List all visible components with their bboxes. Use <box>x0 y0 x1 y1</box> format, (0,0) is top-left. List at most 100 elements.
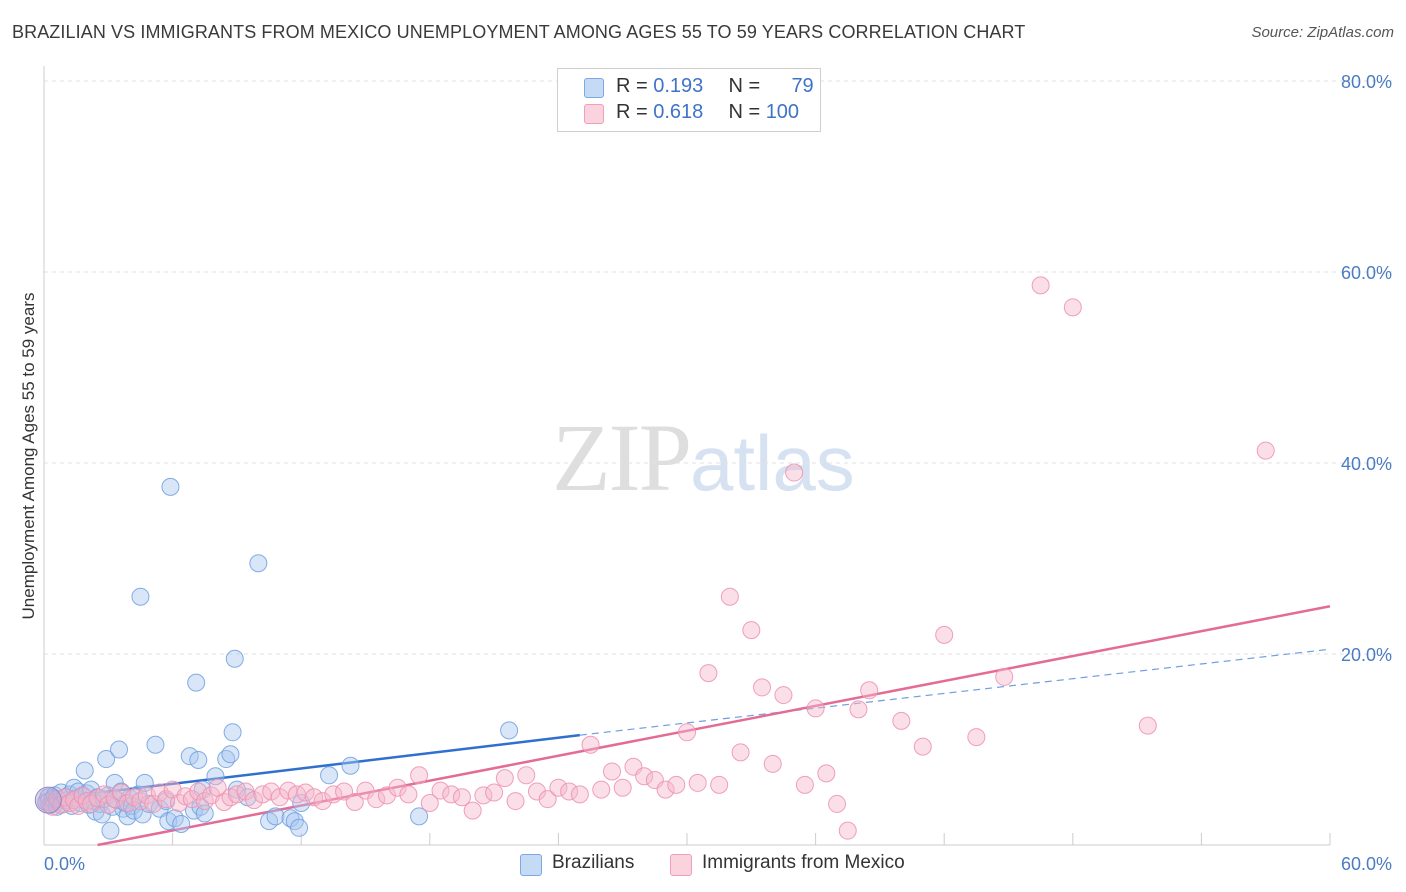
point-brazilians <box>266 807 285 826</box>
series-legend: Brazilians Immigrants from Mexico <box>0 852 1406 878</box>
point-mexico <box>388 778 407 797</box>
legend-n-label: N = <box>728 101 766 123</box>
legend-swatch-mexico <box>584 104 604 124</box>
point-mexico <box>495 769 514 788</box>
trend-line-brazilians-extended <box>579 648 1331 736</box>
x-tick-label: 60.0% <box>1341 854 1392 874</box>
point-mexico <box>720 587 739 606</box>
point-mexico <box>806 699 825 718</box>
point-mexico <box>431 781 450 800</box>
point-mexico <box>410 766 429 785</box>
point-mexico <box>442 785 461 804</box>
zipatlas-watermark: ZIPatlas <box>552 402 855 513</box>
point-mexico <box>345 793 364 812</box>
point-mexico <box>1138 716 1157 735</box>
point-mexico <box>570 785 589 804</box>
data-points <box>34 276 1275 840</box>
point-brazilians <box>225 649 244 668</box>
series-swatch-brazilians <box>520 854 542 876</box>
point-mexico <box>935 625 954 644</box>
legend-r-label: R = <box>616 101 654 123</box>
point-mexico <box>305 788 324 807</box>
point-mexico <box>506 792 525 811</box>
legend-r-value: 0.618 <box>653 101 704 123</box>
chart-title: BRAZILIAN VS IMMIGRANTS FROM MEXICO UNEM… <box>12 22 1026 42</box>
legend-swatch-brazilians <box>584 78 604 98</box>
point-mexico <box>817 764 836 783</box>
legend-n-value: 100 <box>765 101 800 123</box>
point-brazilians <box>75 761 94 780</box>
point-brazilians <box>97 750 116 769</box>
source-attribution: Source: ZipAtlas.com <box>1251 24 1394 41</box>
point-mexico <box>367 790 386 809</box>
point-mexico <box>592 780 611 799</box>
y-axis-title: Unemployment Among Ages 55 to 59 years <box>19 293 38 620</box>
point-mexico <box>688 773 707 792</box>
point-mexico <box>296 783 315 802</box>
series-label-brazilians: Brazilians <box>552 852 635 873</box>
point-brazilians <box>131 587 150 606</box>
y-tick-label: 40.0% <box>1341 454 1392 474</box>
point-mexico <box>710 775 729 794</box>
point-mexico <box>699 664 718 683</box>
point-mexico <box>892 711 911 730</box>
point-mexico <box>517 766 536 785</box>
point-mexico <box>399 785 418 804</box>
series-swatch-mexico <box>670 854 692 876</box>
point-brazilians <box>320 766 339 785</box>
point-mexico <box>313 792 332 811</box>
y-tick-label: 80.0% <box>1341 72 1392 92</box>
point-mexico <box>452 788 471 807</box>
point-mexico <box>913 737 932 756</box>
point-mexico <box>838 821 857 840</box>
point-brazilians <box>249 554 268 573</box>
series-label-mexico: Immigrants from Mexico <box>702 852 905 873</box>
point-mexico <box>324 785 343 804</box>
point-mexico <box>849 700 868 719</box>
point-brazilians <box>101 821 120 840</box>
point-brazilians <box>189 751 208 770</box>
point-mexico <box>527 782 546 801</box>
point-brazilians <box>500 721 519 740</box>
point-mexico <box>656 780 675 799</box>
point-mexico <box>995 667 1014 686</box>
point-brazilians <box>187 673 206 692</box>
grid-lines <box>44 80 1392 655</box>
point-mexico <box>742 621 761 640</box>
axis-labels: 20.0% 40.0% 60.0% 80.0% 0.0% 60.0% Unemploymen… <box>19 72 1392 874</box>
point-mexico <box>753 678 772 697</box>
point-brazilians <box>290 818 309 837</box>
point-mexico <box>763 754 782 773</box>
point-mexico <box>828 794 847 813</box>
point-cluster <box>34 786 62 814</box>
point-mexico <box>560 782 579 801</box>
point-brazilians <box>221 745 240 764</box>
point-mexico <box>538 790 557 809</box>
point-mexico <box>860 681 879 700</box>
legend-n-value: 79 <box>791 75 814 97</box>
x-tick-label: 0.0% <box>44 854 85 874</box>
point-mexico <box>245 791 264 810</box>
point-brazilians <box>223 723 242 742</box>
point-mexico <box>474 786 493 805</box>
y-tick-label: 60.0% <box>1341 263 1392 283</box>
point-brazilians <box>110 740 129 759</box>
point-mexico <box>463 801 482 820</box>
point-mexico <box>420 793 439 812</box>
point-brazilians <box>172 814 191 833</box>
legend-n-label: N = <box>728 75 766 97</box>
point-mexico <box>795 775 814 794</box>
point-mexico <box>1256 441 1275 460</box>
axes <box>43 66 1331 846</box>
point-mexico <box>485 783 504 802</box>
point-mexico <box>602 762 621 781</box>
point-brazilians <box>410 807 429 826</box>
point-mexico <box>581 735 600 754</box>
legend-r-label: R = <box>616 75 654 97</box>
point-mexico <box>774 686 793 705</box>
point-mexico <box>667 775 686 794</box>
point-mexico <box>1031 276 1050 295</box>
correlation-legend: R = 0.193 N = 79 R = 0.618 N = 100 <box>557 68 821 132</box>
point-mexico <box>549 778 568 797</box>
